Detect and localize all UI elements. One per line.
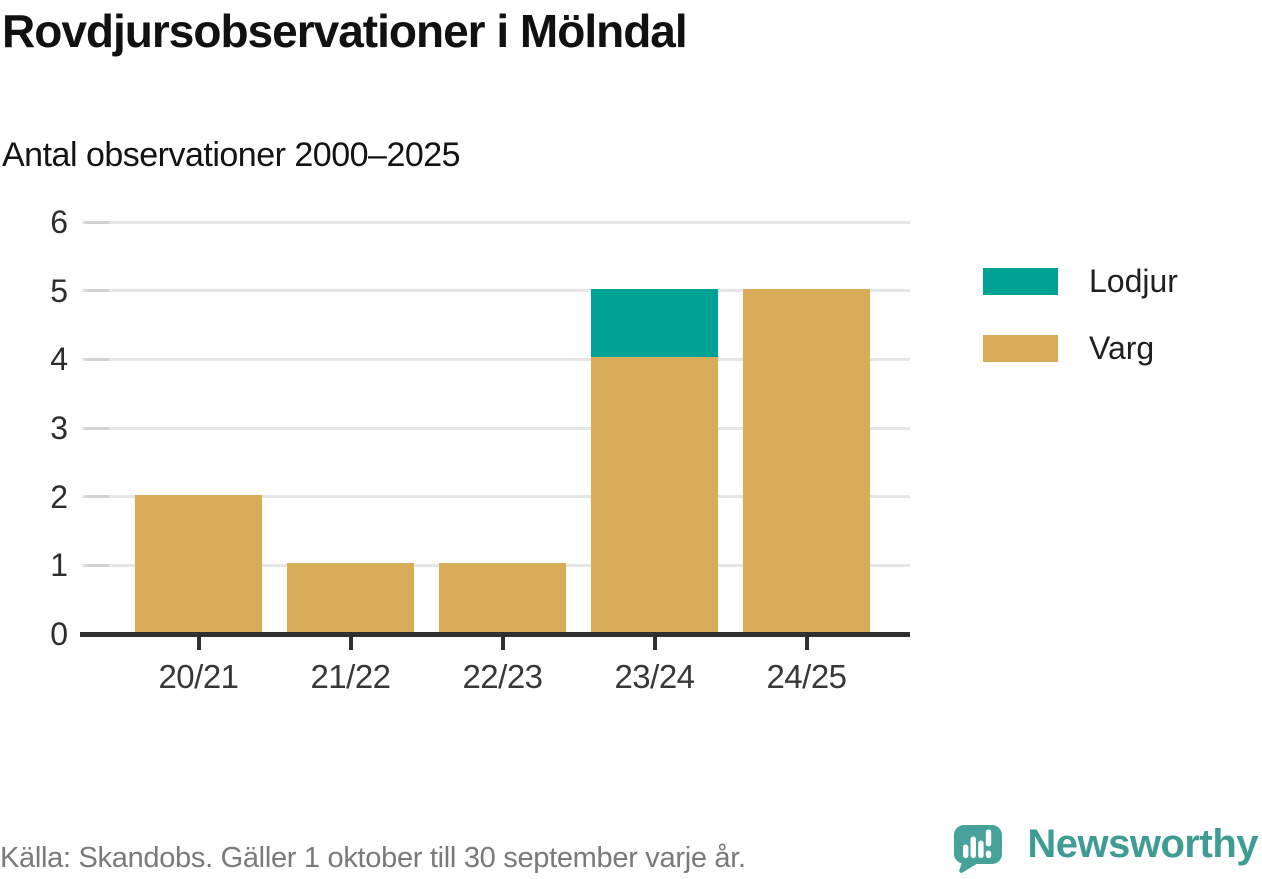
legend: Lodjur Varg [983, 263, 1178, 397]
legend-item-varg: Varg [983, 330, 1178, 367]
x-tick-label-22/23: 22/23 [462, 658, 543, 695]
plot [80, 220, 910, 650]
gridline-y2 [82, 495, 910, 499]
legend-swatch-varg [983, 335, 1058, 362]
y-axis: 0 1 2 3 4 5 6 [0, 204, 68, 652]
x-tick-label-21/22: 21/22 [310, 658, 391, 695]
y-tick-mark [85, 289, 109, 293]
x-tick-label-20/21: 20/21 [158, 658, 239, 695]
x-axis-baseline [80, 632, 910, 637]
source-note: Källa: Skandobs. Gäller 1 oktober till 3… [0, 842, 746, 874]
x-tick-21/22 [348, 637, 353, 650]
gridline-y4 [82, 357, 910, 361]
bar-varg-20/21 [135, 494, 262, 632]
exclamation-glyph [986, 829, 992, 858]
bar-varg-24/25 [743, 288, 870, 632]
legend-item-lodjur: Lodjur [983, 263, 1178, 300]
bar-varg-21/22 [287, 563, 414, 632]
gridline-y6 [82, 220, 910, 224]
y-tick-mark [85, 220, 109, 224]
y-tick-label-5: 5 [50, 272, 68, 309]
y-tick-label-1: 1 [50, 547, 68, 584]
x-tick-label-24/25: 24/25 [766, 658, 847, 695]
newsworthy-wordmark: Newsworthy [1027, 822, 1258, 866]
x-tick-20/21 [196, 637, 201, 650]
x-tick-22/23 [500, 637, 505, 650]
bar-chart-glyph [963, 836, 984, 858]
x-axis-labels: 20/21 21/22 22/23 23/24 24/25 [82, 658, 910, 702]
y-tick-mark [85, 357, 109, 361]
y-tick-label-3: 3 [50, 410, 68, 446]
speech-bubble-shape [954, 824, 1003, 873]
y-tick-label-4: 4 [50, 341, 68, 378]
y-tick-mark [85, 426, 109, 430]
x-tick-23/24 [652, 637, 657, 650]
bar-varg-23/24 [591, 357, 718, 632]
gridline-y5 [82, 289, 910, 293]
newsworthy-logo: Newsworthy [953, 822, 1258, 879]
bar-varg-22/23 [439, 563, 566, 632]
bar-lodjur-23/24 [591, 288, 718, 358]
legend-swatch-lodjur [983, 268, 1058, 295]
y-tick-label-2: 2 [50, 478, 68, 515]
y-tick-mark [85, 495, 109, 499]
y-tick-mark [85, 563, 109, 567]
x-tick-label-23/24: 23/24 [614, 658, 695, 695]
chart-title: Rovdjursobservationer i Mölndal [2, 5, 688, 57]
y-tick-label-6: 6 [50, 204, 68, 240]
chart-subtitle: Antal observationer 2000–2025 [2, 136, 461, 174]
footer: Källa: Skandobs. Gäller 1 oktober till 3… [0, 819, 1258, 879]
legend-label-lodjur: Lodjur [1089, 263, 1178, 299]
x-tick-24/25 [804, 637, 809, 650]
legend-label-varg: Varg [1089, 330, 1155, 366]
y-tick-label-0: 0 [50, 616, 68, 652]
newsworthy-icon [954, 824, 1003, 873]
gridline-y3 [82, 426, 910, 430]
